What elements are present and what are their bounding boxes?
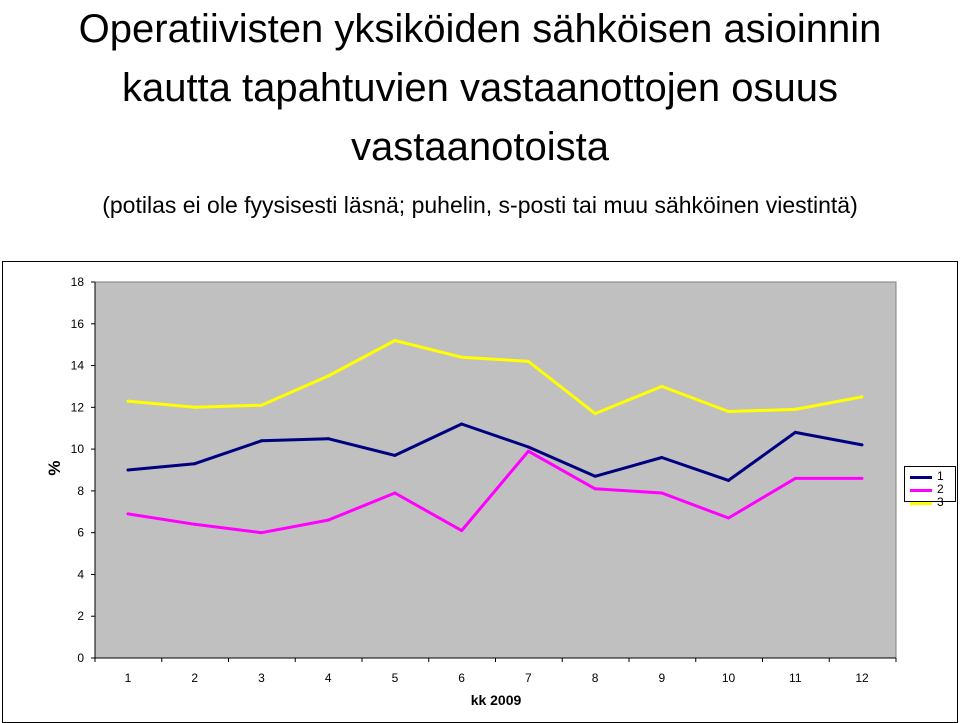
legend-label-1: 1 bbox=[937, 469, 944, 483]
x-axis-label: kk 2009 bbox=[471, 692, 522, 708]
y-tick-label: 2 bbox=[77, 609, 84, 623]
data-point bbox=[460, 422, 464, 426]
x-tick-label: 3 bbox=[258, 671, 265, 685]
y-tick-label: 18 bbox=[71, 275, 85, 289]
data-point bbox=[526, 359, 530, 363]
data-point bbox=[193, 405, 197, 409]
data-point bbox=[593, 474, 597, 478]
data-point bbox=[526, 445, 530, 449]
chart-title-line: vastaanotoista bbox=[351, 125, 609, 169]
data-point bbox=[460, 529, 464, 533]
data-point bbox=[793, 476, 797, 480]
legend-item-2: 2 bbox=[905, 482, 955, 496]
data-point bbox=[727, 478, 731, 482]
data-point bbox=[126, 468, 130, 472]
data-point bbox=[193, 522, 197, 526]
x-tick-label: 11 bbox=[789, 671, 802, 685]
data-point bbox=[660, 384, 664, 388]
data-point bbox=[727, 516, 731, 520]
y-tick-label: 12 bbox=[71, 400, 85, 414]
chart-title-line: Operatiivisten yksiköiden sähköisen asio… bbox=[78, 7, 882, 51]
chart-title-line: kautta tapahtuvien vastaanottojen osuus bbox=[121, 66, 839, 110]
y-tick-label: 10 bbox=[71, 442, 85, 456]
legend-label-3: 3 bbox=[937, 495, 944, 509]
series-line-1 bbox=[127, 422, 863, 482]
data-point bbox=[326, 437, 330, 441]
data-point bbox=[259, 531, 263, 535]
x-tick-label: 5 bbox=[392, 671, 399, 685]
data-point bbox=[860, 395, 864, 399]
chart-subtitle: (potilas ei ole fyysisesti läsnä; puheli… bbox=[102, 192, 858, 218]
y-axis-label: % bbox=[45, 460, 64, 475]
chart-title: Operatiivisten yksiköiden sähköisen asio… bbox=[0, 0, 960, 177]
data-point bbox=[326, 374, 330, 378]
data-point bbox=[660, 491, 664, 495]
legend: 1 2 3 bbox=[904, 466, 956, 509]
data-point bbox=[126, 512, 130, 516]
legend-item-3: 3 bbox=[905, 495, 955, 509]
x-tick-label: 2 bbox=[191, 671, 198, 685]
y-tick-label: 14 bbox=[71, 359, 85, 373]
series-line-3 bbox=[127, 339, 863, 416]
y-tick-label: 4 bbox=[77, 567, 84, 581]
data-point bbox=[460, 355, 464, 359]
series-line-2 bbox=[127, 449, 862, 535]
data-point bbox=[259, 403, 263, 407]
x-tick-label: 9 bbox=[658, 671, 665, 685]
x-tick-label: 7 bbox=[525, 671, 532, 685]
legend-swatch-2 bbox=[910, 489, 932, 492]
x-tick-label: 1 bbox=[125, 671, 132, 685]
legend-label-2: 2 bbox=[937, 482, 944, 496]
x-tick-label: 4 bbox=[325, 671, 332, 685]
data-point bbox=[793, 407, 797, 411]
legend-item-1: 1 bbox=[905, 469, 955, 483]
data-point bbox=[393, 338, 397, 342]
data-point bbox=[860, 443, 864, 447]
x-tick-label: 6 bbox=[458, 671, 465, 685]
data-point bbox=[193, 462, 197, 466]
data-point bbox=[727, 410, 731, 414]
legend-swatch-3 bbox=[910, 502, 932, 505]
data-point bbox=[259, 439, 263, 443]
data-point bbox=[793, 430, 797, 434]
data-point bbox=[393, 453, 397, 457]
y-tick-label: 0 bbox=[77, 651, 84, 665]
data-point bbox=[860, 476, 864, 480]
legend-swatch-1 bbox=[910, 476, 932, 479]
y-tick-label: 6 bbox=[77, 526, 84, 540]
data-point bbox=[593, 412, 597, 416]
x-tick-label: 10 bbox=[722, 671, 736, 685]
data-point bbox=[393, 491, 397, 495]
data-point bbox=[593, 487, 597, 491]
x-tick-label: 12 bbox=[855, 671, 869, 685]
data-point bbox=[126, 399, 130, 403]
data-point bbox=[526, 449, 530, 453]
data-point bbox=[326, 518, 330, 522]
y-tick-label: 8 bbox=[77, 484, 84, 498]
y-tick-label: 16 bbox=[71, 317, 85, 331]
data-point bbox=[660, 455, 664, 459]
x-tick-label: 8 bbox=[592, 671, 599, 685]
plot-area bbox=[94, 281, 897, 659]
